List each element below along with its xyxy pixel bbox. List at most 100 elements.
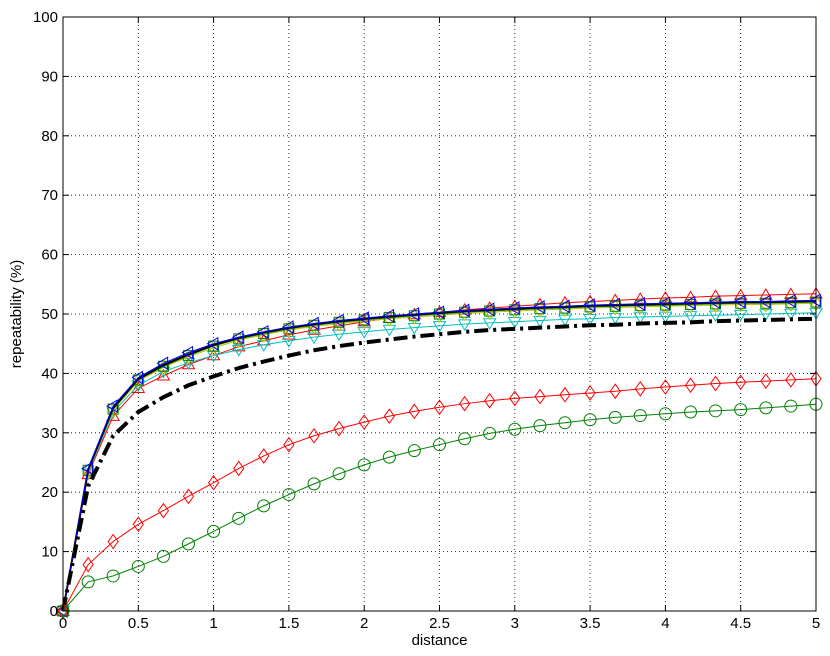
x-tick-label: 4 — [661, 615, 669, 632]
x-tick-label: 3.5 — [580, 615, 601, 632]
data-point — [658, 290, 673, 303]
data-point — [458, 432, 472, 446]
data-point — [633, 312, 648, 324]
data-point — [357, 458, 371, 472]
data-point — [307, 477, 321, 491]
y-tick-label: 60 — [41, 247, 58, 264]
data-point — [357, 311, 369, 326]
data-point — [156, 368, 171, 381]
data-point — [659, 379, 672, 395]
data-point — [683, 290, 698, 303]
data-point — [231, 344, 246, 357]
data-point — [256, 340, 271, 352]
data-point — [482, 302, 495, 317]
data-point — [157, 502, 170, 519]
data-point — [584, 385, 596, 401]
data-point — [382, 308, 395, 323]
y-tick-label: 90 — [41, 68, 58, 85]
data-point — [181, 537, 195, 551]
data-point — [307, 316, 319, 331]
data-point — [733, 309, 748, 322]
y-tick-label: 30 — [41, 425, 58, 442]
data-point — [709, 375, 722, 392]
data-point — [333, 420, 345, 437]
data-point — [282, 488, 296, 502]
data-point — [507, 299, 522, 311]
data-point — [759, 401, 773, 415]
data-point — [131, 370, 143, 385]
y-tick-label: 20 — [41, 484, 58, 501]
series-5 — [56, 293, 821, 618]
ticks: 0 0.5 1 1.5 2 2.5 3 3.5 4 4.5 50102030405060708090… — [33, 9, 820, 632]
data-point — [433, 438, 446, 452]
y-tick-label: 0 — [50, 603, 58, 620]
data-point — [132, 516, 144, 533]
data-point — [407, 444, 421, 458]
data-point — [233, 460, 245, 477]
data-point — [784, 399, 798, 413]
data-point — [783, 308, 798, 321]
data-point — [558, 314, 572, 327]
data-point — [758, 309, 773, 321]
data-point — [407, 307, 420, 321]
data-point — [281, 320, 294, 334]
y-axis-label: repeatability (%) — [8, 260, 25, 368]
y-tick-label: 80 — [41, 128, 58, 145]
data-point — [609, 383, 621, 400]
data-point — [783, 294, 796, 308]
x-tick-label: 1.5 — [278, 615, 299, 632]
data-point — [257, 499, 271, 513]
data-point — [81, 575, 95, 589]
data-point — [733, 294, 746, 309]
x-tick-label: 2.5 — [429, 615, 450, 632]
data-point — [206, 336, 219, 351]
data-point — [156, 549, 170, 563]
data-point — [684, 405, 698, 419]
data-point — [81, 461, 93, 476]
data-point — [735, 374, 747, 391]
data-point — [332, 313, 344, 328]
data-point — [809, 293, 821, 308]
data-point — [658, 311, 673, 324]
data-point — [583, 413, 597, 427]
data-point — [181, 358, 196, 370]
data-point — [283, 436, 295, 453]
data-point — [533, 419, 547, 433]
data-point — [557, 299, 570, 314]
data-point — [432, 305, 447, 317]
series-line — [62, 403, 817, 612]
y-tick-label: 70 — [41, 187, 58, 204]
data-point — [734, 403, 748, 417]
data-point — [507, 301, 520, 315]
series-4 — [62, 299, 817, 612]
data-point — [433, 399, 446, 416]
data-point — [760, 373, 772, 389]
data-point — [432, 305, 445, 320]
data-point — [459, 395, 471, 412]
series-group — [56, 286, 823, 619]
data-point — [232, 511, 246, 525]
data-point — [308, 427, 320, 444]
data-point — [207, 474, 220, 491]
data-point — [508, 422, 522, 436]
series-line — [62, 299, 817, 612]
data-point — [256, 324, 269, 339]
data-point — [106, 569, 120, 583]
series-line — [61, 316, 817, 612]
data-point — [608, 297, 620, 312]
y-tick-label: 10 — [41, 544, 58, 561]
data-point — [82, 463, 94, 480]
data-point — [131, 559, 145, 573]
data-point — [785, 372, 797, 388]
data-point — [708, 289, 723, 301]
data-point — [558, 416, 572, 430]
data-point — [783, 287, 798, 300]
y-tick-label: 40 — [41, 365, 58, 382]
x-tick-label: 2 — [360, 615, 368, 632]
data-point — [483, 426, 497, 440]
data-point — [207, 524, 221, 538]
series-6 — [61, 316, 817, 612]
x-tick-label: 0 — [59, 615, 67, 632]
data-point — [509, 390, 521, 407]
